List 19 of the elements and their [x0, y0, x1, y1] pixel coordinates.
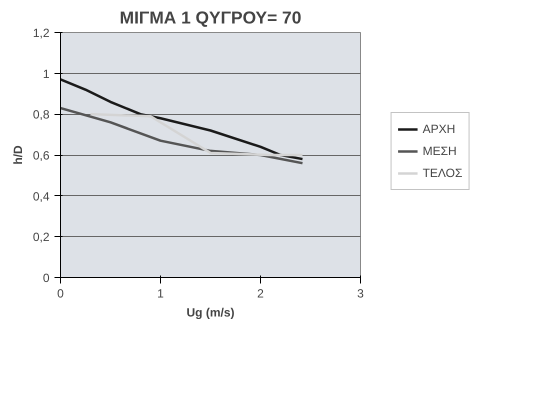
y-tick-label: 0,6	[32, 148, 50, 162]
legend-label: ΑΡΧΗ	[422, 122, 456, 136]
y-tick-label: 1,2	[32, 26, 50, 40]
x-tick-label: 3	[357, 286, 364, 300]
y-tick-label: 0	[42, 271, 50, 285]
line-series	[89, 112, 304, 156]
y-tick-label: 0,4	[32, 189, 50, 204]
x-axis-title: Ug (m/s)	[186, 306, 235, 320]
line-series	[60, 78, 304, 160]
chart-title: ΜΙΓΜΑ 1 QΥΓΡΟΥ= 70	[120, 8, 302, 28]
x-tick-label: 1	[157, 286, 164, 300]
x-tick-label: 2	[257, 286, 264, 300]
y-tick-label: 1	[42, 66, 50, 81]
y-tick-label: 0,2	[32, 230, 50, 244]
legend-label: ΤΕΛΟΣ	[422, 166, 462, 180]
y-axis-title: h/D	[10, 145, 25, 165]
x-tick-label: 0	[57, 286, 64, 300]
legend-label: ΜΕΣΗ	[422, 144, 457, 158]
y-tick-label: 0,8	[32, 108, 50, 122]
